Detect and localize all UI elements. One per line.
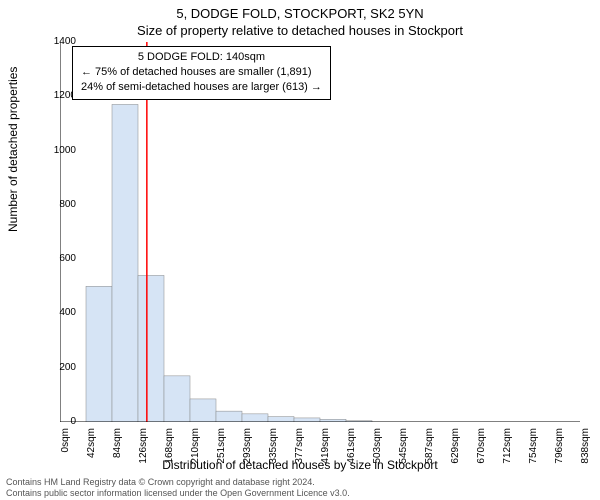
annotation-larger: 24% of semi-detached houses are larger (… [81,80,322,95]
y-tick-label: 600 [40,253,76,264]
annotation-smaller: ← 75% of detached houses are smaller (1,… [81,65,322,80]
x-tick-label: 503sqm [372,428,383,468]
annotation-box: 5 DODGE FOLD: 140sqm ← 75% of detached h… [72,46,331,100]
x-tick-label: 796sqm [554,428,565,468]
x-tick-label: 335sqm [268,428,279,468]
histogram-bar [190,399,216,422]
page-subtitle: Size of property relative to detached ho… [0,21,600,38]
histogram-bar [138,275,164,422]
histogram-bar [86,286,112,422]
x-tick-label: 419sqm [320,428,331,468]
y-axis-label: Number of detached properties [6,67,20,232]
x-tick-label: 461sqm [346,428,357,468]
x-tick-label: 838sqm [580,428,591,468]
histogram-bar [294,418,320,422]
y-tick-label: 800 [40,199,76,210]
histogram-bar [112,104,138,422]
footer-line-2: Contains public sector information licen… [6,488,350,498]
x-tick-label: 0sqm [60,428,71,468]
x-tick-label: 754sqm [528,428,539,468]
y-tick-label: 1000 [40,145,76,156]
x-tick-label: 42sqm [86,428,97,468]
x-tick-label: 629sqm [450,428,461,468]
x-tick-label: 377sqm [294,428,305,468]
histogram-bar [216,411,242,422]
y-tick-label: 0 [40,416,76,427]
x-tick-label: 251sqm [216,428,227,468]
x-tick-label: 293sqm [242,428,253,468]
x-tick-label: 126sqm [138,428,149,468]
histogram-bar [268,417,294,422]
y-tick-label: 1400 [40,36,76,47]
x-tick-label: 168sqm [164,428,175,468]
x-tick-label: 712sqm [502,428,513,468]
footer-attribution: Contains HM Land Registry data © Crown c… [6,477,350,498]
annotation-property-size: 5 DODGE FOLD: 140sqm [81,50,322,65]
y-tick-label: 200 [40,362,76,373]
y-tick-label: 1200 [40,90,76,101]
x-tick-label: 670sqm [476,428,487,468]
footer-line-1: Contains HM Land Registry data © Crown c… [6,477,350,487]
y-tick-label: 400 [40,307,76,318]
x-tick-label: 84sqm [112,428,123,468]
histogram-bar [242,414,268,422]
page-title-address: 5, DODGE FOLD, STOCKPORT, SK2 5YN [0,0,600,21]
histogram-bar [164,376,190,422]
x-tick-label: 545sqm [398,428,409,468]
x-tick-label: 587sqm [424,428,435,468]
x-tick-label: 210sqm [190,428,201,468]
